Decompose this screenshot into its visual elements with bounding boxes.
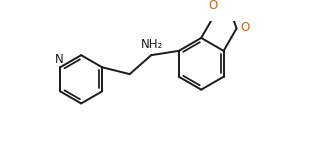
Text: O: O: [209, 0, 218, 12]
Text: O: O: [240, 21, 249, 34]
Text: N: N: [55, 52, 64, 66]
Text: NH₂: NH₂: [141, 38, 163, 51]
